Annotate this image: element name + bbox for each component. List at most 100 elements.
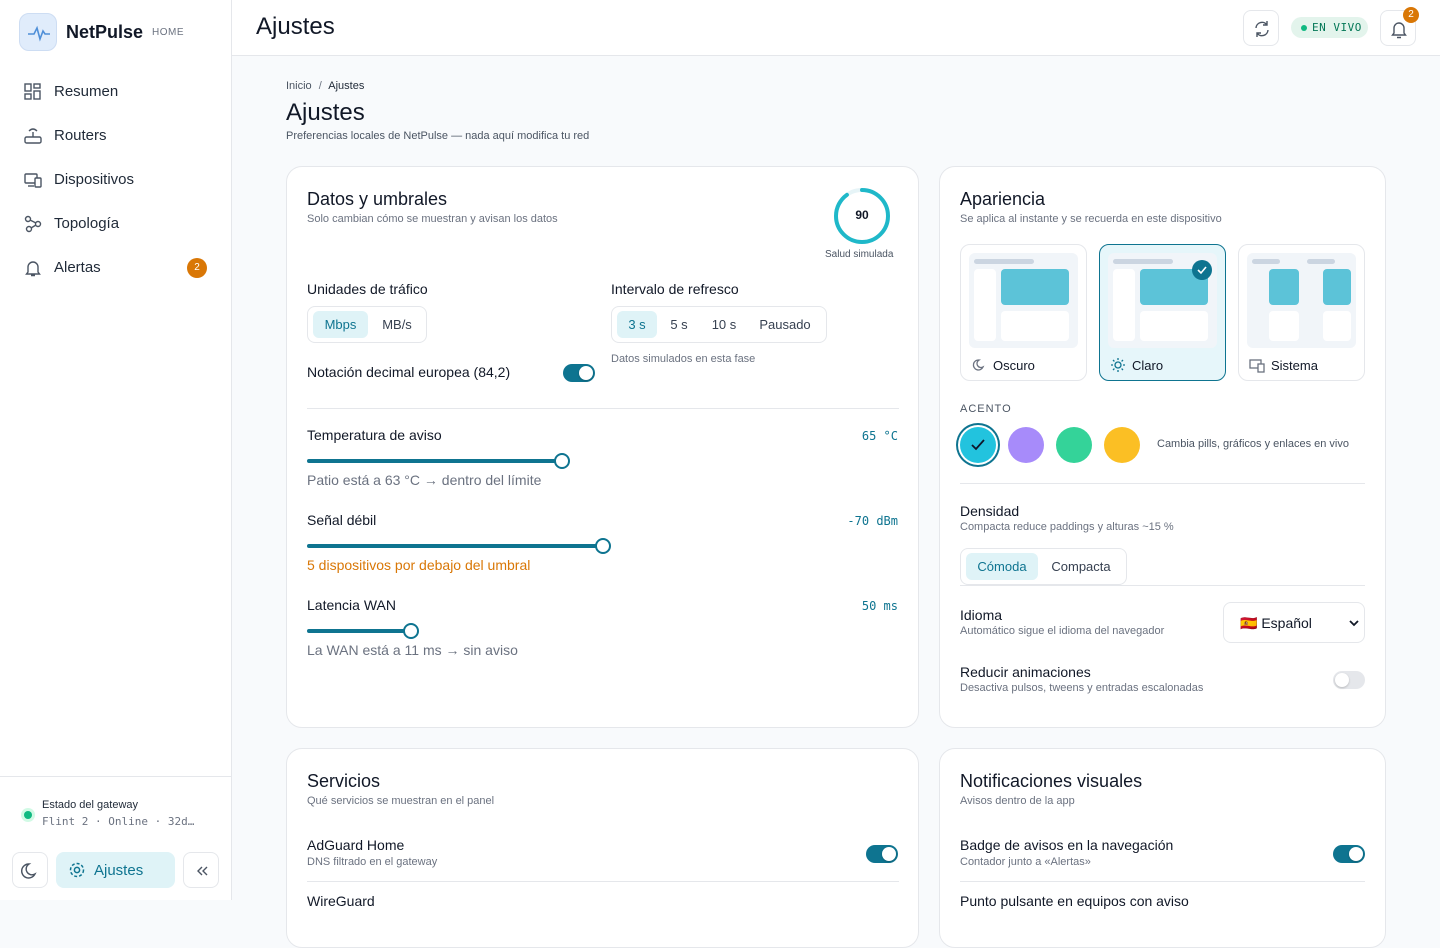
toggle-label: Reducir animaciones xyxy=(960,664,1091,680)
theme-preview xyxy=(1247,253,1356,348)
accent-swatch[interactable] xyxy=(1104,427,1140,463)
nav-item[interactable]: Dispositivos xyxy=(0,160,231,200)
shape xyxy=(1001,269,1069,305)
card-title: Notificaciones visuales xyxy=(960,771,1143,791)
refresh-button[interactable] xyxy=(1243,10,1279,46)
notifications-button[interactable]: 2 xyxy=(1380,7,1419,46)
theme-tile[interactable]: Sistema xyxy=(1238,244,1365,381)
slider-knob[interactable] xyxy=(554,453,570,469)
logo xyxy=(19,13,57,51)
breadcrumb-item: Ajustes xyxy=(328,80,365,92)
toggle-subtitle: DNS filtrado en el gateway xyxy=(307,856,438,868)
settings-button[interactable]: Ajustes xyxy=(56,852,175,888)
health-gauge: 90 xyxy=(834,188,890,244)
accent-swatch[interactable] xyxy=(960,427,996,463)
select-value: 🇪🇸 Español xyxy=(1240,615,1312,631)
icon xyxy=(24,215,42,233)
icon xyxy=(24,173,42,188)
live-dot xyxy=(1301,25,1307,31)
icon xyxy=(25,261,41,277)
nav-badge: 2 xyxy=(187,258,207,278)
slider-knob[interactable] xyxy=(403,623,419,639)
card-title: Servicios xyxy=(307,771,381,791)
icon xyxy=(1391,22,1407,39)
shape xyxy=(1140,311,1208,341)
toggle[interactable] xyxy=(1333,671,1365,689)
nav-item[interactable]: Routers xyxy=(0,116,231,156)
option[interactable]: Compacta xyxy=(1051,559,1111,574)
nav-label: Routers xyxy=(54,127,107,144)
option[interactable]: MB/s xyxy=(382,317,412,332)
language-select[interactable]: 🇪🇸 Español xyxy=(1223,602,1365,643)
data-card: Datos y umbrales Solo cambian cómo se mu… xyxy=(286,166,919,728)
option[interactable]: 10 s xyxy=(711,317,737,332)
theme-button[interactable] xyxy=(12,852,48,888)
threshold-label: Latencia WAN xyxy=(307,597,396,613)
slider-knob[interactable] xyxy=(595,538,611,554)
shape xyxy=(1323,311,1351,341)
gateway-title: Estado del gateway xyxy=(42,799,139,811)
threshold-value: -70 dBm xyxy=(847,514,898,528)
threshold-label: Señal débil xyxy=(307,512,377,528)
icon xyxy=(971,439,985,451)
threshold-note: La WAN está a 11 ms → sin aviso xyxy=(307,642,518,658)
icon xyxy=(69,862,85,878)
segmented: 3 s 5 s 10 s Pausado xyxy=(611,306,827,343)
shape xyxy=(1113,269,1135,341)
status-dot xyxy=(24,811,32,819)
card-title: Apariencia xyxy=(960,189,1046,209)
option[interactable]: Mbps xyxy=(313,311,368,338)
threshold-value: 50 ms xyxy=(861,599,898,613)
toggle-label: AdGuard Home xyxy=(307,837,405,853)
gauge-label: Salud simulada xyxy=(825,249,894,260)
slider-fill xyxy=(307,544,604,548)
card-title: Datos y umbrales xyxy=(307,189,448,209)
toggle[interactable] xyxy=(866,845,898,863)
shape xyxy=(974,269,996,341)
shape xyxy=(1323,269,1351,305)
toggle[interactable] xyxy=(563,364,595,382)
theme-preview xyxy=(969,253,1078,348)
topbar: Ajustes EN VIVO 2 xyxy=(232,0,1440,56)
logo-icon xyxy=(28,25,50,42)
icon xyxy=(1255,21,1269,37)
option[interactable]: 5 s xyxy=(670,317,688,332)
shape xyxy=(1269,311,1299,341)
nav-item[interactable]: Alertas 2 xyxy=(0,248,231,288)
toggle-label: WireGuard xyxy=(307,893,375,909)
page-title: Ajustes xyxy=(286,99,365,126)
theme-tile[interactable]: Oscuro xyxy=(960,244,1087,381)
shape xyxy=(974,259,1034,264)
brand: NetPulse xyxy=(66,22,144,42)
slider-fill xyxy=(307,459,563,463)
toggle-label: Badge de avisos en la navegación xyxy=(960,837,1174,853)
services-card: Servicios Qué servicios se muestran en e… xyxy=(286,748,919,948)
toggle-subtitle: Desactiva pulsos, tweens y entradas esca… xyxy=(960,682,1204,694)
theme-label: Sistema xyxy=(1271,358,1318,373)
nav-item[interactable]: Resumen xyxy=(0,72,231,112)
collapse-button[interactable] xyxy=(183,852,219,888)
icon xyxy=(24,83,41,100)
toggle[interactable] xyxy=(1333,845,1365,863)
slider-fill xyxy=(307,629,412,633)
appearance-card: Apariencia Se aplica al instante y se re… xyxy=(939,166,1386,728)
option[interactable]: Cómoda xyxy=(966,553,1038,580)
theme-tile[interactable]: Claro xyxy=(1099,244,1226,381)
accent-swatch[interactable] xyxy=(1056,427,1092,463)
topbar-title: Ajustes xyxy=(256,13,335,40)
accent-swatch[interactable] xyxy=(1008,427,1044,463)
toggle-label: Notación decimal europea (84,2) xyxy=(307,364,511,380)
nav-item[interactable]: Topología xyxy=(0,204,231,244)
option[interactable]: Pausado xyxy=(759,317,811,332)
card-subtitle: Qué servicios se muestran en el panel xyxy=(307,795,495,807)
option[interactable]: 3 s xyxy=(617,311,657,338)
settings-label: Ajustes xyxy=(94,862,144,879)
breadcrumb-item[interactable]: Inicio xyxy=(286,80,312,92)
divider xyxy=(307,881,899,882)
field-label: Densidad xyxy=(960,503,1020,519)
card-subtitle: Se aplica al instante y se recuerda en e… xyxy=(960,213,1222,225)
nav-label: Alertas xyxy=(54,259,101,276)
nav-label: Resumen xyxy=(54,83,119,100)
field-subtitle: Automático sigue el idioma del navegador xyxy=(960,625,1165,637)
